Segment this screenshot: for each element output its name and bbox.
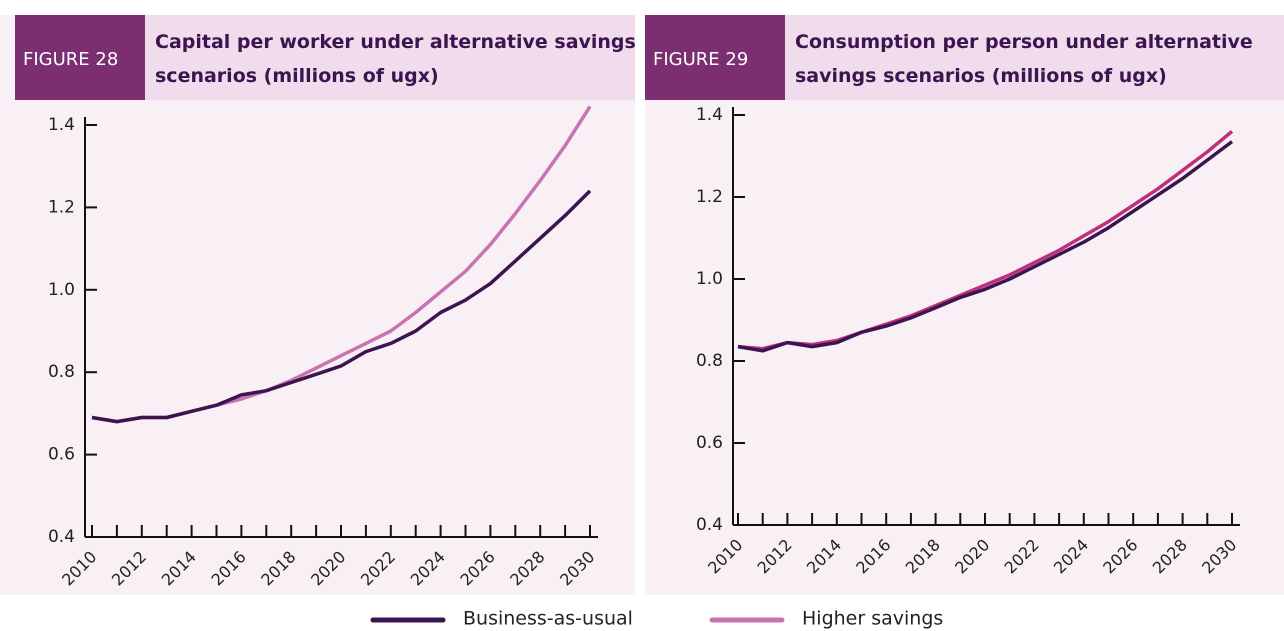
title-band: [785, 15, 1284, 100]
figure-label: FIGURE 29: [653, 49, 748, 70]
y-tick-label: 1.0: [696, 269, 723, 289]
chart-title: Capital per worker under alternative sav…: [155, 31, 636, 87]
y-tick-label: 0.6: [696, 433, 723, 453]
legend-label: Higher savings: [802, 608, 943, 630]
chart-title: Consumption per person under alternative…: [795, 31, 1253, 87]
y-tick-label: 1.0: [48, 280, 75, 300]
panel-bg: [0, 15, 635, 595]
title-band: [145, 15, 635, 100]
line: [737, 130, 1234, 351]
line: [91, 189, 592, 424]
figure-label: FIGURE 28: [23, 49, 118, 70]
legend-label: Business-as-usual: [463, 608, 633, 630]
line: [737, 140, 1234, 353]
y-tick-label: 1.4: [696, 105, 723, 125]
y-tick-label: 0.8: [696, 351, 723, 371]
y-tick-label: 0.4: [696, 515, 723, 535]
figure-box: [15, 15, 145, 100]
y-tick-label: 0.8: [48, 362, 75, 382]
y-tick-label: 0.6: [48, 445, 75, 465]
figure-box: [645, 15, 785, 100]
y-tick-label: 0.4: [48, 527, 75, 547]
panel-bg: [645, 15, 1284, 595]
y-tick-label: 1.2: [48, 197, 75, 217]
y-tick-label: 1.4: [48, 115, 75, 135]
y-tick-label: 1.2: [696, 187, 723, 207]
